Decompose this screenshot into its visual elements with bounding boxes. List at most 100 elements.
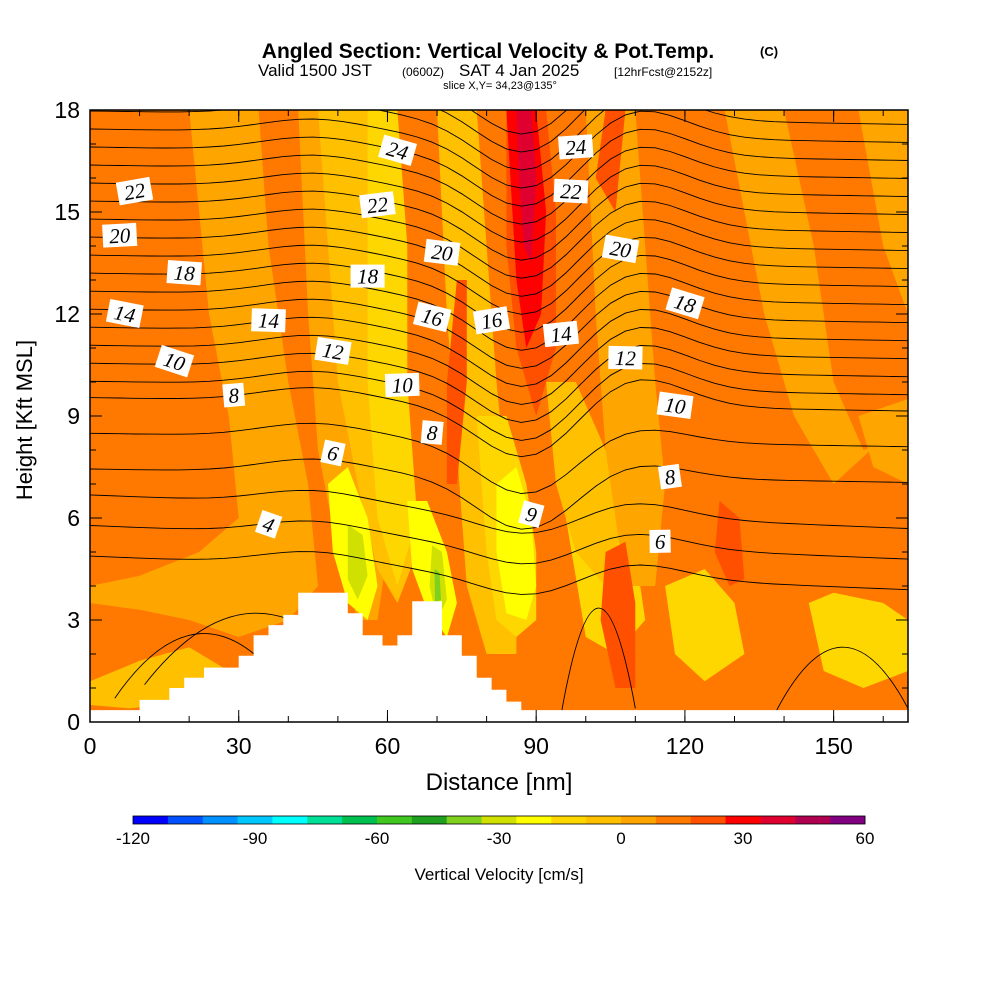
theta-label: 16 (472, 306, 511, 335)
colorbar-swatch (133, 816, 169, 824)
theta-label: 14 (251, 308, 286, 333)
theta-label: 9 (518, 500, 545, 528)
theta-isoline (90, 520, 908, 565)
field-region (434, 569, 441, 603)
theta-label-text: 20 (608, 236, 633, 263)
field-region (90, 110, 318, 637)
theta-label: 12 (314, 336, 352, 365)
x-tick-label: 120 (666, 733, 704, 759)
theta-contour-labels: 22 20 18 14 10 8 14 12 24 22 18 20 16 16 10 8 6 4 24 22 20 18… (102, 134, 705, 554)
field-region (367, 110, 418, 586)
field-region (516, 110, 537, 263)
theta-isoline (439, 110, 586, 153)
x-tick-label: 30 (226, 733, 252, 759)
colorbar-swatch (342, 816, 378, 824)
theta-label-text: 12 (615, 346, 637, 370)
x-tick-label: 60 (375, 733, 401, 759)
y-tick-label: 6 (67, 505, 80, 531)
colorbar-swatch (690, 816, 726, 824)
theta-label-text: 8 (228, 383, 241, 408)
theta-isoline (560, 607, 636, 716)
theta-isoline (90, 182, 908, 261)
theta-isoline (90, 164, 908, 243)
theta-label-text: 18 (357, 265, 379, 289)
theta-isoline (90, 309, 908, 387)
colorbar-tick-label: -120 (116, 829, 150, 848)
valid-time-d: [12hrFcst@2152z] (614, 65, 712, 79)
colorbar-frame (132, 815, 866, 825)
theta-label-box (378, 134, 418, 167)
theta-label-text: 16 (479, 307, 504, 334)
theta-label: 24 (558, 134, 594, 160)
theta-label: 16 (412, 301, 452, 333)
theta-label: 8 (420, 420, 444, 445)
theta-label-box (656, 391, 694, 420)
theta-label-text: 12 (321, 338, 346, 365)
theta-label-box (166, 260, 202, 286)
theta-label-box (222, 382, 246, 408)
theta-isoline (90, 345, 908, 423)
theta-label-box (601, 234, 640, 264)
field-region (665, 569, 745, 682)
theta-isoline (90, 290, 908, 369)
theta-label: 18 (166, 260, 202, 286)
y-tick-label: 0 (67, 709, 80, 735)
y-tick-label: 3 (67, 607, 80, 633)
theta-label-box (359, 191, 396, 219)
theta-label-text: 10 (391, 373, 413, 398)
theta-label-box (384, 372, 420, 397)
field-region (724, 110, 908, 484)
theta-label-box (553, 178, 589, 204)
colorbar-swatch (167, 816, 204, 824)
colorbar-swatch (516, 816, 552, 824)
colorbar: -120 -90 -60 -30 0 30 60 (116, 815, 875, 848)
theta-label-box (314, 336, 352, 365)
theta-label-box (657, 463, 682, 490)
theta-label-text: 20 (109, 223, 132, 248)
theta-isoline (90, 363, 908, 441)
theta-label-text: 18 (173, 260, 196, 285)
colorbar-tick-label: 0 (616, 829, 625, 848)
valid-time-b: (0600Z) (402, 65, 444, 79)
theta-label: 6 (649, 529, 671, 554)
colorbar-swatch (481, 816, 517, 824)
terrain-mask (90, 592, 908, 722)
theta-label-text: 14 (549, 321, 573, 347)
valid-time-a: Valid 1500 JST (258, 61, 372, 80)
theta-label-box (420, 420, 444, 445)
valid-time-c: SAT 4 Jan 2025 (459, 61, 579, 80)
theta-label-text: 22 (366, 192, 390, 218)
theta-isoline (90, 128, 908, 207)
colorbar-swatch (237, 816, 273, 824)
theta-label-box (320, 439, 346, 467)
theta-label-box (254, 510, 283, 539)
colorbar-tick-label: 30 (734, 829, 753, 848)
theta-label-box (251, 308, 286, 333)
y-tick-label: 18 (54, 97, 80, 123)
field-region (347, 524, 368, 600)
theta-label: 10 (656, 391, 694, 420)
colorbar-swatch (202, 816, 238, 824)
theta-label: 24 (378, 134, 418, 167)
theta-isoline (90, 272, 908, 351)
theta-isoline (90, 489, 908, 534)
theta-label-box (102, 222, 138, 248)
theta-isoline (90, 146, 908, 225)
theta-label: 22 (359, 191, 396, 219)
colorbar-tick-label: 60 (856, 829, 875, 848)
colorbar-swatch (446, 816, 482, 824)
y-tick-label: 15 (54, 199, 80, 225)
theta-label: 14 (542, 320, 580, 347)
theta-isoline (90, 551, 908, 595)
colorbar-label: Vertical Velocity [cm/s] (414, 865, 583, 884)
colorbar-swatch (411, 816, 448, 824)
colorbar-swatch (377, 816, 413, 824)
colorbar-swatch (307, 816, 343, 824)
colorbar-swatch (551, 816, 587, 824)
theta-label-text: 22 (122, 178, 147, 205)
theta-label-box (105, 298, 144, 329)
theta-label-text: 20 (430, 240, 454, 266)
theta-label: 4 (254, 510, 283, 539)
colorbar-swatch (272, 816, 308, 824)
field-region (858, 399, 908, 484)
